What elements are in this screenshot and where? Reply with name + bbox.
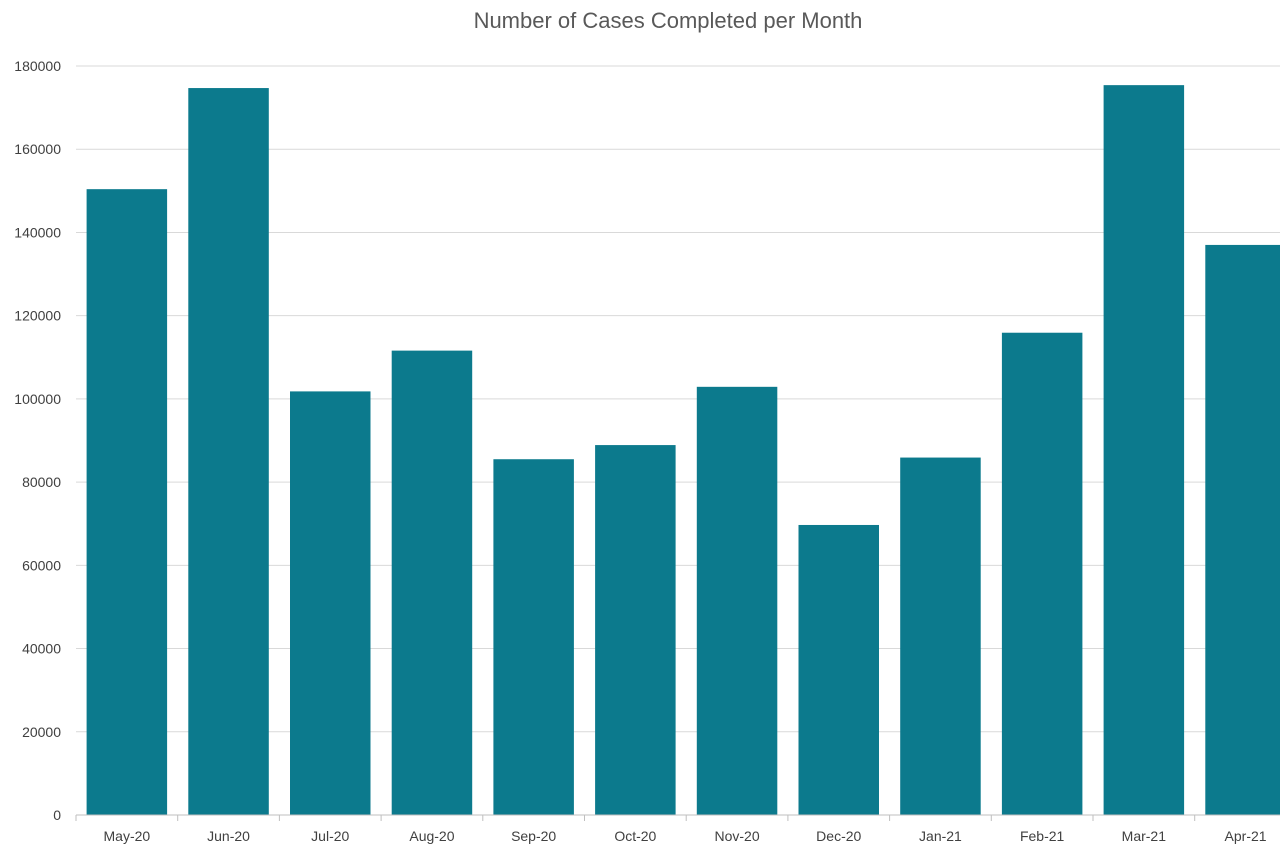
bar (86, 189, 168, 815)
y-tick-label: 140000 (14, 224, 61, 240)
bar (595, 445, 676, 815)
x-tick-label: Oct-20 (614, 828, 656, 844)
y-tick-label: 160000 (14, 141, 61, 157)
bar (1001, 332, 1083, 815)
bar (493, 459, 574, 815)
x-tick-label: Nov-20 (714, 828, 759, 844)
x-tick-label: Apr-21 (1225, 828, 1267, 844)
y-tick-label: 60000 (22, 557, 61, 573)
x-tick-label: Feb-21 (1020, 828, 1065, 844)
x-tick-label: Jun-20 (207, 828, 250, 844)
bar (1205, 244, 1280, 815)
bar (188, 88, 269, 815)
x-tick-label: Mar-21 (1122, 828, 1167, 844)
bar (696, 386, 778, 815)
y-tick-label: 40000 (22, 641, 61, 657)
x-tick-label: Jan-21 (919, 828, 962, 844)
bar (1103, 85, 1185, 815)
x-tick-label: May-20 (104, 828, 151, 844)
y-tick-label: 0 (53, 807, 61, 823)
x-tick-label: Aug-20 (409, 828, 454, 844)
y-tick-label: 120000 (14, 308, 61, 324)
y-tick-label: 180000 (14, 58, 61, 74)
bar (798, 524, 879, 815)
x-tick-label: Jul-20 (311, 828, 349, 844)
x-tick-label: Dec-20 (816, 828, 861, 844)
chart-title: Number of Cases Completed per Month (473, 8, 863, 33)
y-tick-label: 100000 (14, 391, 61, 407)
bar (391, 350, 473, 815)
y-tick-label: 80000 (22, 474, 61, 490)
y-tick-label: 20000 (22, 724, 61, 740)
bar (290, 391, 371, 815)
bar (900, 457, 981, 815)
x-tick-label: Sep-20 (511, 828, 556, 844)
